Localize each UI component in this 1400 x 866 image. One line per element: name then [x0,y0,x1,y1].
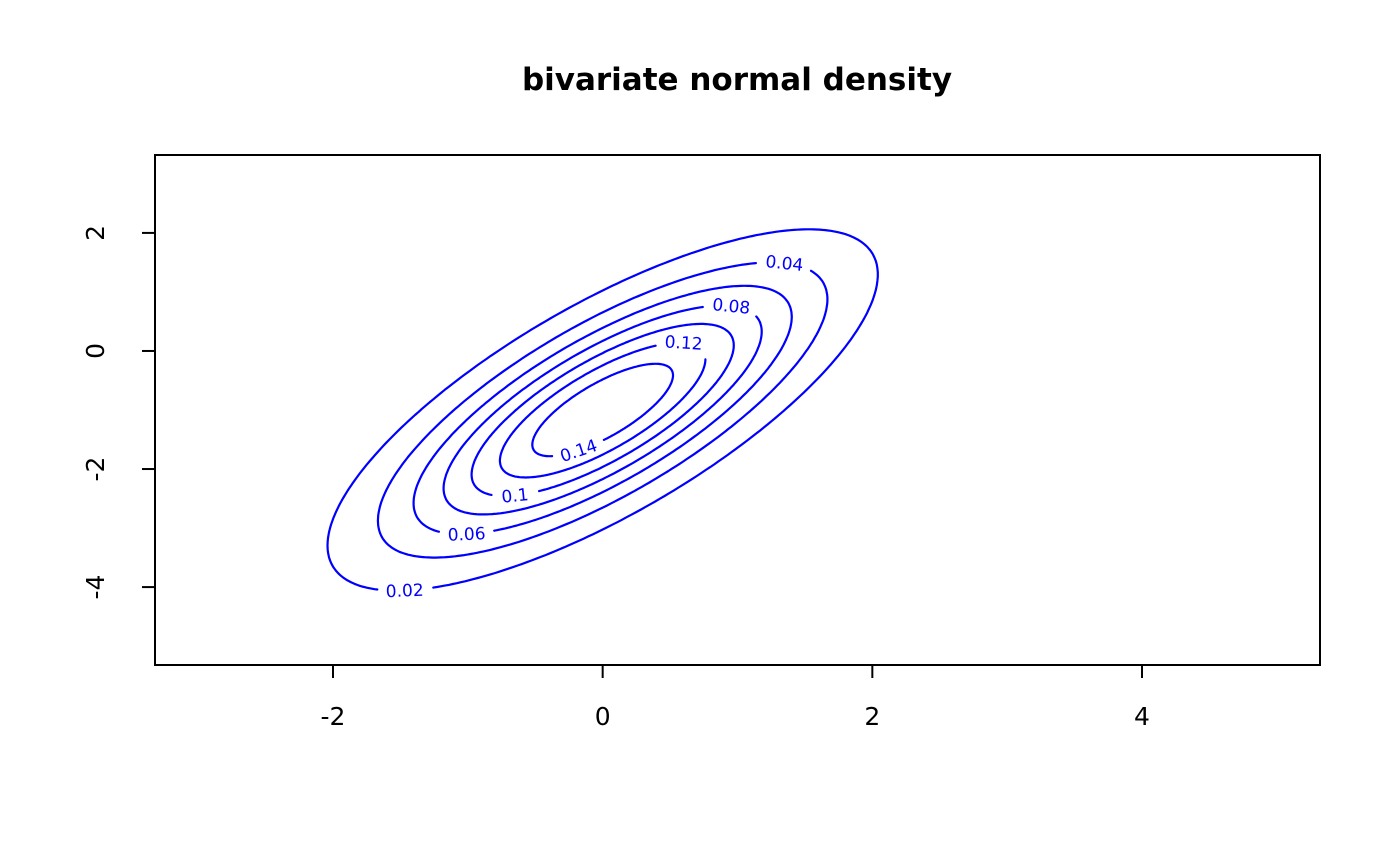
contour-line-0.04 [376,262,829,559]
x-axis-tick-label: -2 [321,702,346,731]
contour-line-0.14 [531,362,675,458]
contour-line-0.02 [326,228,879,591]
contour-label-0.12: 0.12 [664,332,703,354]
contour-label-0.1: 0.1 [501,485,530,508]
y-axis-tick-label: -4 [81,575,110,600]
contour-label-0.02: 0.02 [385,581,424,603]
contour-line-0.06 [412,284,793,533]
contour-line-0.1 [470,322,735,496]
contour-line-0.08 [442,305,763,516]
contour-label-0.14: 0.14 [558,436,600,467]
y-axis-tick-label: 2 [81,225,110,241]
chart-title: bivariate normal density [522,62,952,98]
contour-line-0.12 [498,344,707,479]
contour-label-0.06: 0.06 [447,524,486,546]
contour-label-0.08: 0.08 [711,295,751,319]
x-axis-tick-label: 4 [1134,702,1150,731]
x-axis-tick-label: 0 [595,702,611,731]
contour-label-0.04: 0.04 [765,252,805,276]
y-axis-tick-label: 0 [81,343,110,359]
y-axis-tick-label: -2 [81,457,110,482]
plot-border [154,154,1321,666]
x-axis-tick-label: 2 [864,702,880,731]
